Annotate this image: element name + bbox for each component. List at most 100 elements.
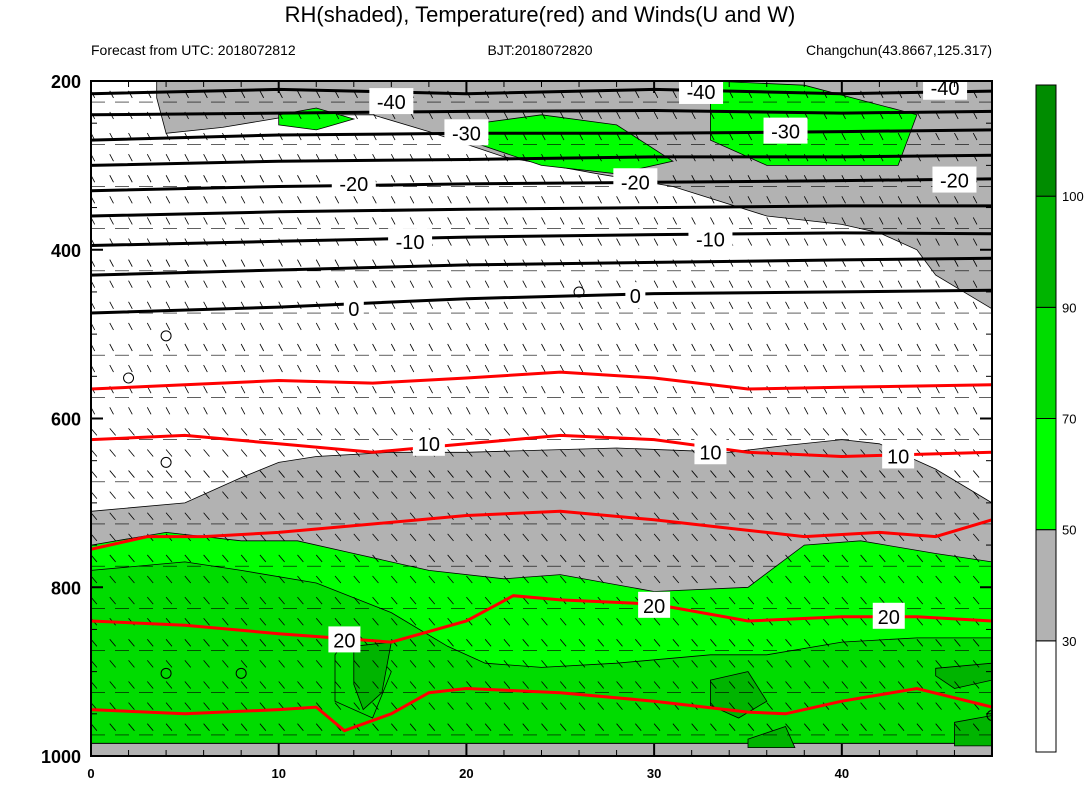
wind-barb bbox=[503, 681, 511, 689]
wind-barb bbox=[578, 554, 586, 563]
wind-barb bbox=[128, 343, 133, 352]
wind-barb bbox=[372, 217, 377, 225]
wind-barb bbox=[428, 596, 436, 605]
wind-barb bbox=[954, 322, 959, 331]
wind-barb bbox=[391, 470, 398, 478]
wind-barb bbox=[559, 470, 567, 478]
wind-barb bbox=[766, 681, 773, 689]
wind-barb bbox=[691, 639, 698, 647]
wind-barb bbox=[916, 575, 924, 584]
wind-barb bbox=[222, 723, 229, 731]
wind-barb bbox=[259, 617, 267, 626]
contour-label-bg bbox=[388, 228, 433, 255]
wind-barb bbox=[841, 491, 849, 499]
wind-barb bbox=[597, 723, 604, 731]
wind-barb bbox=[785, 575, 792, 584]
wind-barb bbox=[146, 407, 152, 415]
colorbar-swatch bbox=[1035, 84, 1057, 197]
wind-barb bbox=[184, 280, 189, 288]
wind-barb bbox=[672, 196, 677, 204]
wind-barb bbox=[484, 343, 490, 352]
wind-barb bbox=[672, 238, 677, 246]
wind-barb bbox=[559, 449, 567, 457]
wind-barb bbox=[259, 702, 267, 710]
wind-barb bbox=[635, 533, 642, 542]
wind-barb bbox=[222, 175, 227, 183]
wind-barb bbox=[954, 491, 961, 499]
wind-barb bbox=[803, 470, 811, 478]
wind-barb bbox=[860, 196, 865, 204]
wind-barb bbox=[522, 491, 529, 499]
wind-barb bbox=[935, 512, 942, 521]
wind-barb bbox=[466, 280, 471, 288]
wind-barb bbox=[146, 301, 152, 310]
wind-barb bbox=[146, 322, 152, 331]
wind-barb bbox=[109, 723, 116, 731]
wind-barb bbox=[353, 407, 358, 415]
wind-barb bbox=[353, 280, 358, 288]
contour-label: 10 bbox=[887, 446, 909, 468]
wind-barb bbox=[728, 639, 736, 647]
wind-barb bbox=[409, 554, 417, 563]
wind-barb bbox=[653, 280, 659, 288]
wind-barb bbox=[109, 533, 116, 542]
wind-barb bbox=[728, 723, 736, 731]
wind-barb bbox=[597, 639, 604, 647]
wind-barb bbox=[841, 681, 849, 689]
contour-label-bg bbox=[932, 166, 977, 193]
wind-barb bbox=[390, 196, 396, 204]
wind-barb bbox=[897, 723, 905, 731]
wind-barb bbox=[522, 196, 527, 204]
wind-barb bbox=[728, 407, 734, 415]
wind-barb bbox=[616, 723, 623, 731]
wind-barb bbox=[597, 322, 602, 331]
wind-barb bbox=[522, 681, 529, 689]
wind-barb bbox=[935, 660, 942, 668]
wind-barb bbox=[803, 364, 809, 373]
wind-barb bbox=[541, 491, 548, 499]
wind-barb bbox=[315, 428, 323, 436]
wind-barb bbox=[165, 407, 171, 415]
wind-barb bbox=[710, 343, 715, 352]
wind-barb bbox=[935, 301, 940, 310]
wind-barb bbox=[785, 470, 792, 478]
contour-label-bg bbox=[412, 429, 445, 456]
wind-barb bbox=[353, 259, 358, 267]
wind-barb bbox=[841, 575, 849, 584]
wind-barb bbox=[466, 596, 473, 605]
wind-barb bbox=[466, 554, 473, 563]
wind-barb bbox=[353, 617, 360, 626]
wind-barb bbox=[841, 280, 846, 288]
wind-barb bbox=[391, 702, 398, 710]
wind-barb bbox=[616, 660, 623, 668]
wind-barb bbox=[766, 639, 773, 647]
wind-barb bbox=[522, 428, 529, 436]
contour-label: -40 bbox=[377, 92, 406, 114]
wind-barb bbox=[935, 428, 942, 436]
wind-barb bbox=[578, 217, 584, 225]
wind-barb bbox=[635, 217, 640, 225]
wind-barb bbox=[390, 322, 396, 331]
wind-barb bbox=[447, 175, 452, 183]
wind-barb bbox=[297, 280, 302, 288]
contour-label-bg bbox=[694, 438, 727, 465]
wind-barb bbox=[559, 639, 567, 647]
wind-barb bbox=[146, 259, 152, 267]
wind-barb bbox=[484, 554, 492, 563]
wind-barb bbox=[428, 364, 433, 373]
wind-barb bbox=[409, 660, 417, 668]
wind-barb bbox=[447, 322, 452, 331]
contour-label: -40 bbox=[687, 82, 716, 104]
wind-barb bbox=[503, 428, 511, 436]
wind-barb bbox=[728, 660, 736, 668]
wind-barb bbox=[428, 407, 433, 415]
wind-barb bbox=[635, 681, 642, 689]
wind-barb bbox=[747, 280, 753, 288]
wind-barb bbox=[935, 364, 940, 373]
wind-barb bbox=[315, 512, 323, 521]
contour-label-bg bbox=[613, 168, 658, 195]
wind-barb bbox=[803, 196, 809, 204]
wind-barb bbox=[147, 681, 154, 689]
wind-barb bbox=[259, 90, 265, 99]
wind-barb bbox=[372, 723, 379, 731]
